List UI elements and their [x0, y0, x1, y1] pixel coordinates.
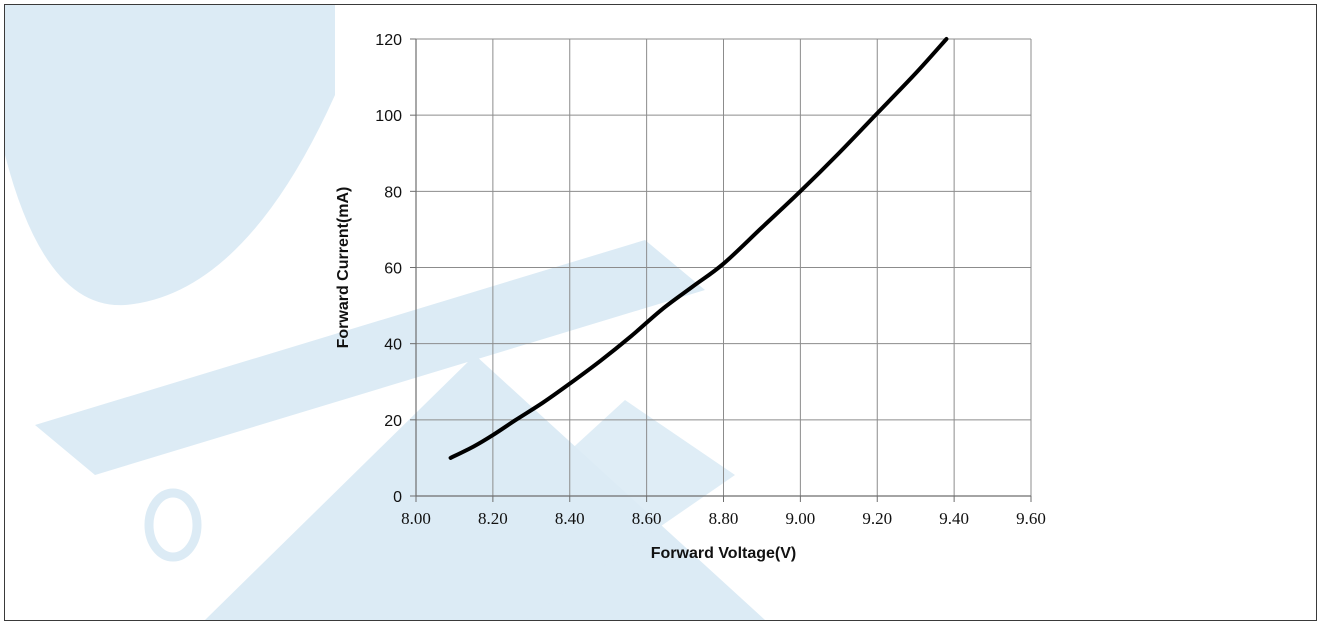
chart-svg: 0 20 40 60 80 100 120 8.00 8.20 8.40 8.60 8.80 9.00…	[5, 5, 1046, 620]
watermark-shape-3	[205, 355, 765, 620]
series-group	[448, 37, 949, 460]
y-tick-label: 60	[384, 261, 402, 278]
x-tick-label: 9.40	[939, 509, 969, 528]
grid-lines	[416, 38, 1032, 496]
y-axis-ticks: 0 20 40 60 80 100 120	[375, 32, 416, 506]
x-tick-label: 8.80	[709, 509, 739, 528]
x-tick-label: 9.20	[862, 509, 892, 528]
watermark-shape-5	[144, 488, 202, 562]
watermark-shape-4	[385, 400, 735, 620]
y-tick-label: 40	[384, 337, 402, 354]
watermark-shape-6	[215, 560, 317, 620]
y-tick-label: 80	[384, 184, 402, 201]
y-tick-label: 0	[393, 489, 402, 506]
x-tick-label: 8.00	[401, 509, 431, 528]
x-tick-label: 8.20	[478, 509, 508, 528]
x-tick-label: 8.40	[555, 509, 585, 528]
series-line	[448, 37, 949, 460]
y-axis-title: Forward Current(mA)	[335, 187, 352, 349]
x-tick-label: 8.60	[632, 509, 662, 528]
y-tick-label: 100	[375, 108, 402, 125]
chart-frame: 0 20 40 60 80 100 120 8.00 8.20 8.40 8.60 8.80 9.00…	[4, 4, 1317, 621]
y-tick-label: 120	[375, 32, 402, 49]
x-axis-title: Forward Voltage(V)	[651, 545, 797, 562]
watermark-shape-1	[5, 5, 335, 306]
x-tick-label: 9.00	[786, 509, 816, 528]
watermark-shape-2	[35, 240, 705, 475]
x-axis-ticks: 8.00 8.20 8.40 8.60 8.80 9.00 9.20 9.40 9.60	[401, 496, 1046, 528]
y-tick-label: 20	[384, 413, 402, 430]
watermark-logo	[5, 5, 765, 620]
x-tick-label: 9.60	[1016, 509, 1046, 528]
